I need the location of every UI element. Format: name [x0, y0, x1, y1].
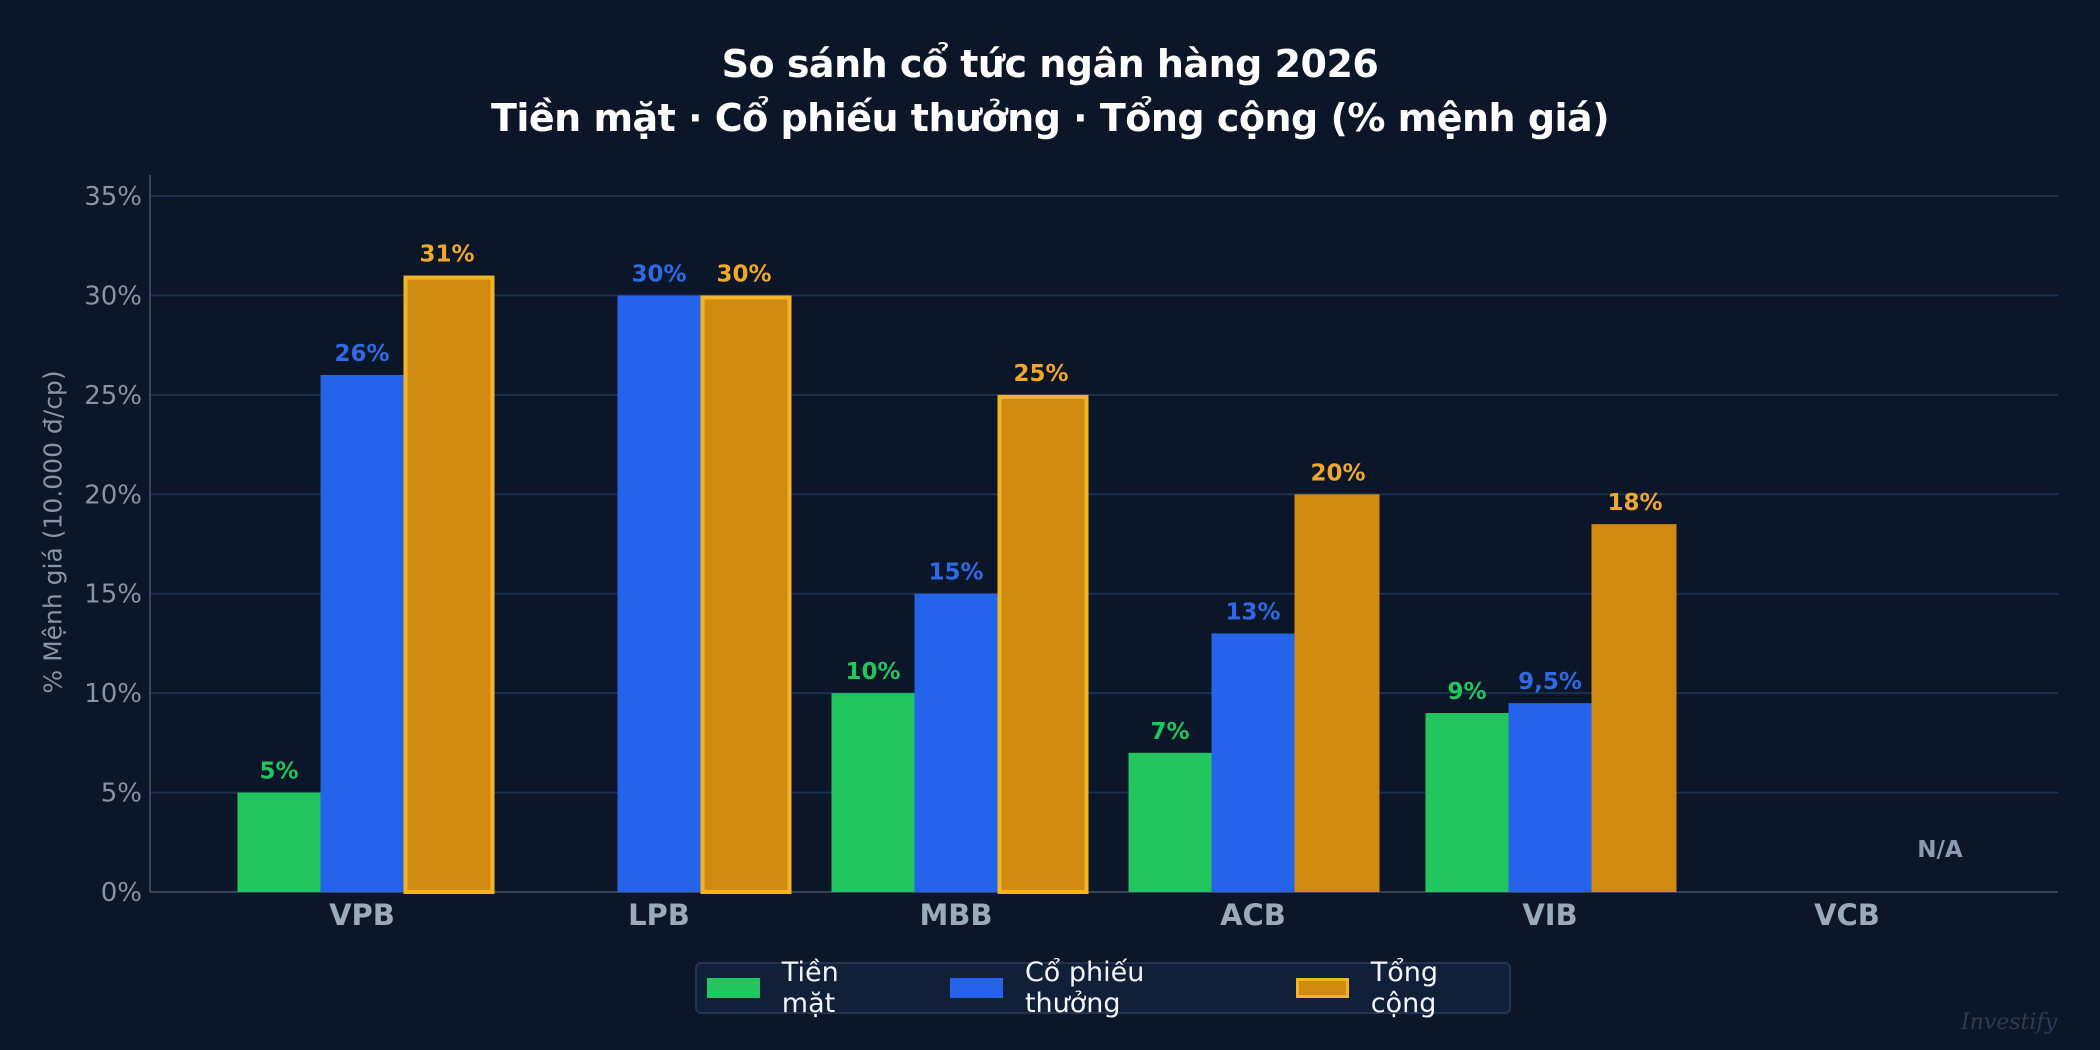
y-tick-label: 20% — [84, 480, 142, 510]
bar-value-label: 7% — [1150, 719, 1189, 745]
bar-total — [1294, 494, 1380, 892]
bar-value-label: 20% — [1310, 460, 1365, 486]
bar-value-label: 31% — [419, 242, 474, 268]
bar-stock — [1508, 703, 1592, 892]
na-annotation: N/A — [1917, 837, 1963, 863]
legend: Tiền mặt Cổ phiếu thưởng Tổng cộng — [695, 957, 1511, 1019]
bar-stock — [617, 295, 701, 892]
y-tick-label: 5% — [101, 779, 142, 809]
chart-subtitle: Tiền mặt · Cổ phiếu thưởng · Tổng cộng (… — [490, 96, 1610, 140]
bar-value-label: 26% — [334, 341, 389, 367]
y-tick-label: 10% — [84, 679, 142, 709]
legend-label-stock: Cổ phiếu thưởng — [1024, 957, 1145, 1019]
bar-cash — [831, 693, 915, 892]
bar-cash — [237, 792, 321, 892]
bar-value-label: 9% — [1447, 679, 1486, 705]
bar-value-label: 30% — [631, 261, 686, 287]
bar-stock — [320, 374, 404, 892]
bar-stock — [914, 593, 998, 892]
bar-value-label: 30% — [716, 261, 771, 287]
legend-label-cash: Tiền mặt — [781, 957, 839, 1019]
watermark: Investify — [1960, 1010, 2057, 1035]
bar-cash — [1128, 752, 1212, 892]
y-axis-label: % Mệnh giá (10.000 đ/cp) — [38, 370, 68, 694]
bar-value-label: 10% — [845, 659, 900, 685]
y-tick-label: 0% — [101, 878, 142, 908]
x-category-label: VCB — [1814, 898, 1880, 932]
bar-value-label: 25% — [1013, 361, 1068, 387]
x-category-label: LPB — [628, 898, 690, 932]
bar-value-label: 13% — [1225, 599, 1280, 625]
bar-total-highlighted — [403, 275, 495, 894]
legend-item-total[interactable]: Tổng cộng — [1295, 957, 1509, 1019]
legend-label-total: Tổng cộng — [1370, 957, 1438, 1019]
bar-value-label: 5% — [259, 759, 298, 785]
x-category-label: ACB — [1220, 898, 1286, 932]
chart-title: So sánh cổ tức ngân hàng 2026 — [721, 42, 1379, 86]
legend-swatch-stock — [950, 978, 1003, 998]
bar-cash — [1425, 713, 1509, 892]
y-tick-label: 25% — [84, 381, 142, 411]
x-category-label: MBB — [919, 898, 992, 932]
x-category-label: VIB — [1522, 898, 1577, 932]
bar-total-highlighted — [700, 295, 792, 894]
legend-swatch-cash — [707, 978, 760, 998]
y-tick-label: 35% — [84, 182, 142, 212]
bar-total-highlighted — [997, 394, 1089, 894]
y-tick-label: 30% — [84, 281, 142, 311]
x-category-label: VPB — [329, 898, 395, 932]
legend-item-stock[interactable]: Cổ phiếu thưởng — [950, 957, 1244, 1019]
bar-value-label: 9,5% — [1518, 669, 1582, 695]
bar-value-label: 15% — [928, 560, 983, 586]
legend-swatch-total — [1295, 978, 1349, 998]
bar-stock — [1211, 633, 1295, 892]
bar-value-label: 18% — [1607, 490, 1662, 516]
bar-total — [1591, 524, 1677, 892]
y-tick-label: 15% — [84, 580, 142, 610]
legend-item-cash[interactable]: Tiền mặt — [707, 957, 898, 1019]
